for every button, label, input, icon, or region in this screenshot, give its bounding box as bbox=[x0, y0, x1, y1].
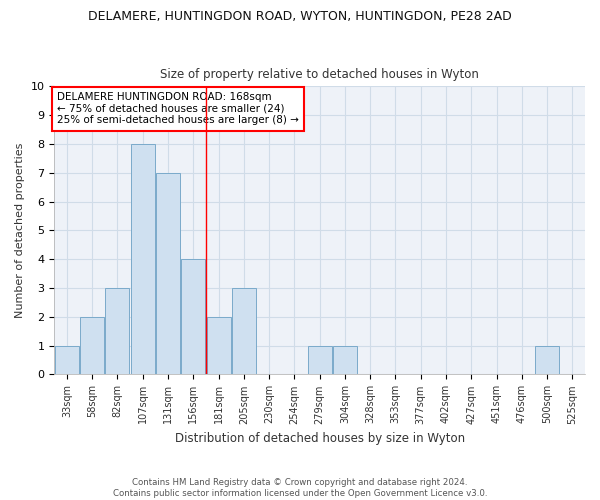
Text: DELAMERE, HUNTINGDON ROAD, WYTON, HUNTINGDON, PE28 2AD: DELAMERE, HUNTINGDON ROAD, WYTON, HUNTIN… bbox=[88, 10, 512, 23]
Bar bbox=[181, 259, 205, 374]
Bar bbox=[106, 288, 130, 374]
Bar bbox=[232, 288, 256, 374]
X-axis label: Distribution of detached houses by size in Wyton: Distribution of detached houses by size … bbox=[175, 432, 465, 445]
Bar bbox=[156, 173, 180, 374]
Text: Contains HM Land Registry data © Crown copyright and database right 2024.
Contai: Contains HM Land Registry data © Crown c… bbox=[113, 478, 487, 498]
Y-axis label: Number of detached properties: Number of detached properties bbox=[15, 142, 25, 318]
Bar bbox=[535, 346, 559, 374]
Bar bbox=[333, 346, 357, 374]
Title: Size of property relative to detached houses in Wyton: Size of property relative to detached ho… bbox=[160, 68, 479, 81]
Bar bbox=[80, 317, 104, 374]
Bar bbox=[131, 144, 155, 374]
Bar bbox=[55, 346, 79, 374]
Bar bbox=[206, 317, 230, 374]
Bar bbox=[308, 346, 332, 374]
Text: DELAMERE HUNTINGDON ROAD: 168sqm
← 75% of detached houses are smaller (24)
25% o: DELAMERE HUNTINGDON ROAD: 168sqm ← 75% o… bbox=[57, 92, 299, 126]
